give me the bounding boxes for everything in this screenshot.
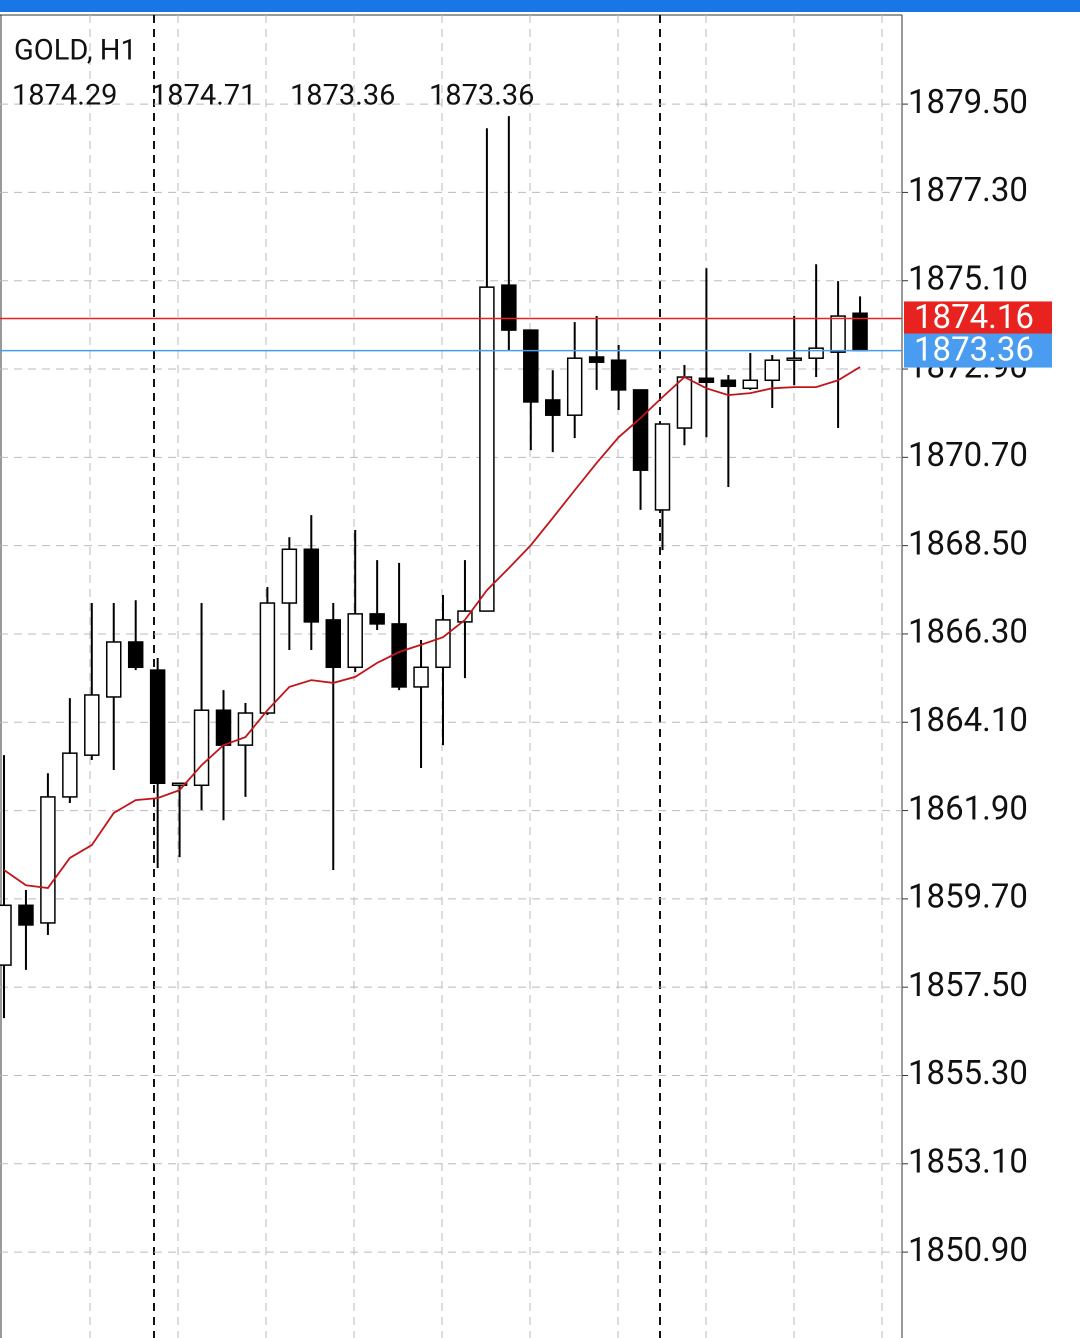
candle-body	[127, 641, 144, 669]
y-tick-label: 1868.50	[908, 524, 1028, 563]
candle-body	[62, 752, 78, 798]
candle-body	[523, 329, 539, 403]
y-tick-label: 1857.50	[908, 966, 1028, 1005]
y-tick-label: 1877.30	[908, 171, 1028, 210]
candle-body	[259, 602, 276, 714]
candle-body	[325, 619, 341, 669]
candle-body	[742, 379, 759, 390]
y-tick-label: 1870.70	[908, 436, 1028, 475]
y-tick-label: 1875.10	[908, 259, 1028, 298]
candle-body	[237, 712, 254, 746]
candle-body	[84, 694, 100, 756]
candle-body	[698, 377, 715, 384]
y-tick-label: 1864.10	[908, 701, 1028, 740]
candle-body	[786, 357, 802, 361]
candle-body	[40, 796, 56, 924]
moving-average	[3, 366, 861, 889]
candle-body	[457, 610, 473, 623]
bid-label: 1873.36	[914, 330, 1034, 369]
candle-body	[18, 904, 34, 926]
candle-body	[413, 666, 429, 688]
y-tick-label: 1861.90	[908, 789, 1028, 828]
candle-body	[720, 379, 737, 388]
ohlc-low: 1873.36	[290, 79, 395, 113]
candle-body	[545, 399, 561, 416]
candle-body	[435, 619, 451, 669]
ask-label-box	[904, 301, 1052, 336]
y-tick-label: 1879.50	[908, 83, 1028, 122]
candle-body	[830, 315, 846, 353]
y-tick-label: 1853.10	[908, 1143, 1028, 1182]
candle-body	[676, 376, 693, 429]
ohlc-close: 1873.36	[429, 79, 534, 113]
y-tick-label: 1859.70	[908, 878, 1028, 917]
candle-body	[764, 359, 780, 382]
candle-body	[106, 641, 122, 698]
candle-body	[0, 904, 12, 966]
ask-label: 1874.16	[914, 298, 1034, 337]
candle-body	[303, 548, 320, 623]
candle-body	[501, 284, 517, 331]
y-tick-label: 1866.30	[908, 613, 1028, 652]
ohlc-open: 1874.29	[12, 79, 117, 113]
candle-body	[632, 389, 649, 471]
candle-body	[215, 709, 232, 746]
candle-body	[566, 357, 583, 416]
candle-body	[654, 423, 671, 511]
candle-body	[808, 347, 824, 359]
y-tick-label: 1850.90	[908, 1231, 1028, 1270]
candle-body	[347, 613, 363, 669]
ohlc-high: 1874.71	[151, 79, 256, 113]
candle-body	[193, 709, 210, 787]
candle-body	[149, 669, 166, 785]
candle-body	[610, 359, 627, 391]
chart-title: GOLD, H1	[14, 34, 137, 68]
status-bar	[0, 0, 1080, 12]
candle-body	[588, 356, 605, 363]
candle-body	[171, 782, 188, 787]
y-tick-label: 1855.30	[908, 1054, 1028, 1093]
bid-label-box	[904, 333, 1052, 368]
candle-body	[479, 286, 495, 612]
candle-body	[281, 548, 298, 604]
candle-body	[369, 613, 385, 625]
